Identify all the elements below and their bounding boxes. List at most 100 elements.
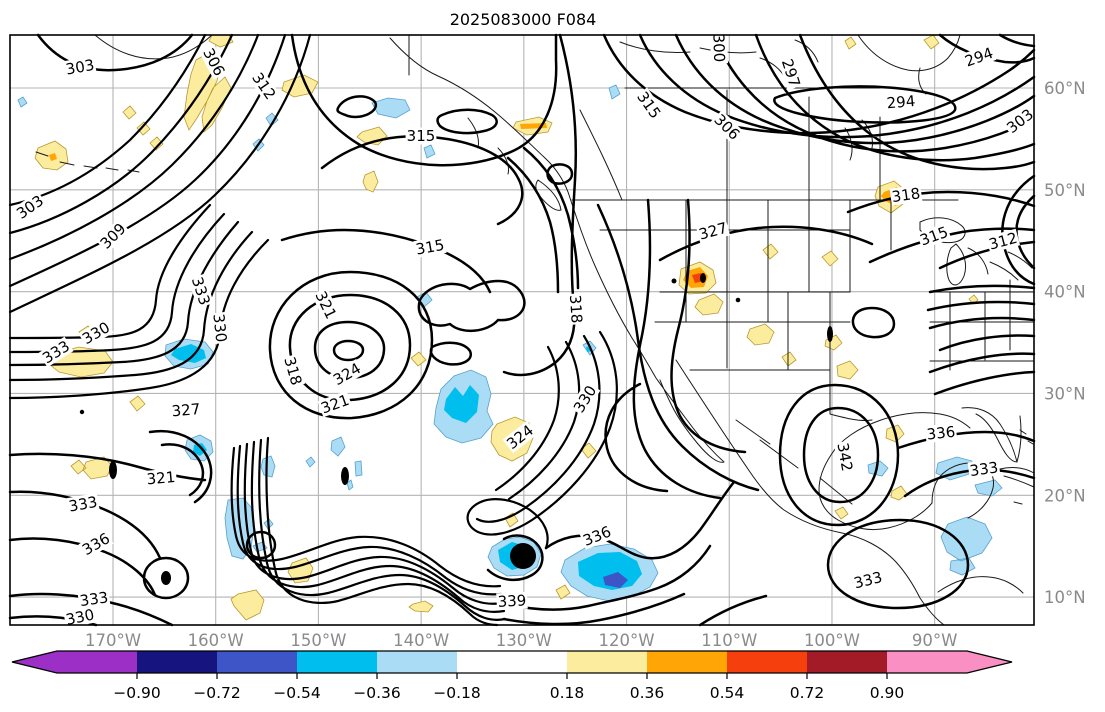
contour-label-box xyxy=(961,43,997,71)
contour-label: 333 xyxy=(66,493,100,516)
axis-tick-labels: 170°W 160°W 150°W 140°W 130°W 120°W 110°W 100°W… xyxy=(85,79,1086,650)
contour-label: 321 xyxy=(317,390,353,418)
anomaly-shading xyxy=(17,34,1003,621)
contour-label-box xyxy=(311,287,341,323)
contour-label-box xyxy=(63,605,97,629)
contour-label: 315 xyxy=(413,236,447,259)
latitude-tick-label: 50°N xyxy=(1044,181,1086,200)
contour-label-box xyxy=(188,273,214,309)
contour-label-value: 306 xyxy=(710,111,743,144)
negative-anomaly-deep-core xyxy=(603,572,628,588)
contour-label-box xyxy=(579,522,615,550)
contour-label-value: 339 xyxy=(497,591,527,610)
colorbar-tick-label: 0.36 xyxy=(630,684,665,702)
contour-label-box xyxy=(710,110,744,144)
anomaly-colorbar: −0.90 −0.72 −0.54 −0.36 −0.18 0.18 0.36 0.54 0.7… xyxy=(11,650,1013,702)
colorbar-tick-label: 0.18 xyxy=(550,684,585,702)
contour-label-box xyxy=(77,588,111,610)
contour-label: 318 xyxy=(889,184,923,206)
contour-label-box xyxy=(502,420,538,454)
contour-label-value: 333 xyxy=(852,568,884,592)
colorbar-left-arrow xyxy=(12,651,57,673)
colorbar-segment xyxy=(567,651,647,673)
contour-label-box xyxy=(924,422,958,444)
contour-label: 312 xyxy=(985,229,1021,254)
contour-label: 318 xyxy=(280,353,306,389)
longitude-tick-label: 140°W xyxy=(393,631,449,650)
contour-label-value: 330 xyxy=(209,313,230,343)
contour-label: 312 xyxy=(248,68,280,104)
contour-label-value: 342 xyxy=(833,441,856,472)
contour-label-box xyxy=(209,311,231,345)
small-black-marker xyxy=(735,297,741,303)
colorbar-segment xyxy=(297,651,377,673)
contour-label: 336 xyxy=(924,422,958,444)
contour-label-box xyxy=(144,468,178,488)
contour-label: 342 xyxy=(833,440,857,474)
contour-lines-main xyxy=(8,33,1036,627)
colorbar-segment xyxy=(57,651,137,673)
contour-label-value: 324 xyxy=(330,359,364,389)
contour-label-value: 312 xyxy=(987,229,1019,254)
contour-label-box xyxy=(317,390,353,418)
contour-label-box xyxy=(967,458,1001,480)
colorbar-segment xyxy=(377,651,457,673)
storm-center-dot xyxy=(510,543,536,569)
height-contours xyxy=(8,33,1036,627)
colorbar-segment xyxy=(807,651,887,673)
contour-label-box xyxy=(280,353,306,389)
contour-label-value: 309 xyxy=(97,220,130,253)
small-black-marker xyxy=(79,409,85,415)
colorbar-right-arrow xyxy=(967,651,1012,673)
contour-label-box xyxy=(709,32,729,64)
contour-label-value: 330 xyxy=(570,382,600,416)
colorbar-tick-label: 0.90 xyxy=(870,684,905,702)
colorbar-segment xyxy=(457,651,567,673)
contour-label-box xyxy=(12,191,48,223)
contour-label-value: 303 xyxy=(64,56,95,79)
colorbar-tick-label: −0.72 xyxy=(193,684,241,702)
contour-label-box xyxy=(778,55,804,91)
latitude-tick-label: 30°N xyxy=(1044,384,1086,403)
longitude-tick-label: 150°W xyxy=(290,631,346,650)
contour-label-value: 336 xyxy=(926,423,956,444)
contour-label-value: 300 xyxy=(709,33,728,62)
contour-label-value: 294 xyxy=(963,44,996,71)
contour-label-value: 330 xyxy=(64,605,96,629)
contour-label: 321 xyxy=(144,468,178,488)
latitude-tick-label: 60°N xyxy=(1044,79,1086,98)
contour-label-box xyxy=(169,400,203,420)
contour-label: 309 xyxy=(96,219,130,253)
contour-label-value: 327 xyxy=(697,219,729,244)
contour-label: 306 xyxy=(710,110,744,144)
contour-label-value: 318 xyxy=(280,355,305,387)
contour-label-box xyxy=(248,68,280,104)
contour-label-value: 336 xyxy=(79,529,113,559)
contour-label: 294 xyxy=(961,43,997,71)
longitude-tick-label: 130°W xyxy=(496,631,552,650)
contour-label-box xyxy=(329,358,365,390)
longitude-tick-label: 90°W xyxy=(912,631,958,650)
colorbar-outline xyxy=(11,650,1013,674)
contour-label: 333 xyxy=(851,568,885,592)
contour-label-box xyxy=(569,381,601,417)
contour-label-value: 315 xyxy=(633,88,664,122)
contour-label: 339 xyxy=(496,591,528,611)
latitude-tick-label: 40°N xyxy=(1044,283,1086,302)
contour-label-box xyxy=(566,293,586,325)
contour-label-box xyxy=(889,184,923,206)
contour-label-box xyxy=(833,440,857,474)
contour-label-value: 315 xyxy=(918,223,951,250)
contour-label: 318 xyxy=(566,293,586,325)
contour-label: 294 xyxy=(884,92,918,112)
contour-label-value: 333 xyxy=(67,493,98,516)
contour-label-box xyxy=(405,127,437,145)
colorbar-tick-label: −0.36 xyxy=(353,684,401,702)
contour-label: 315 xyxy=(916,222,952,250)
contour-label-box xyxy=(96,219,130,253)
latitude-tick-label: 10°N xyxy=(1044,588,1086,607)
colorbar-segment xyxy=(647,651,727,673)
longitude-tick-label: 170°W xyxy=(85,631,141,650)
map-frame xyxy=(9,34,1035,626)
